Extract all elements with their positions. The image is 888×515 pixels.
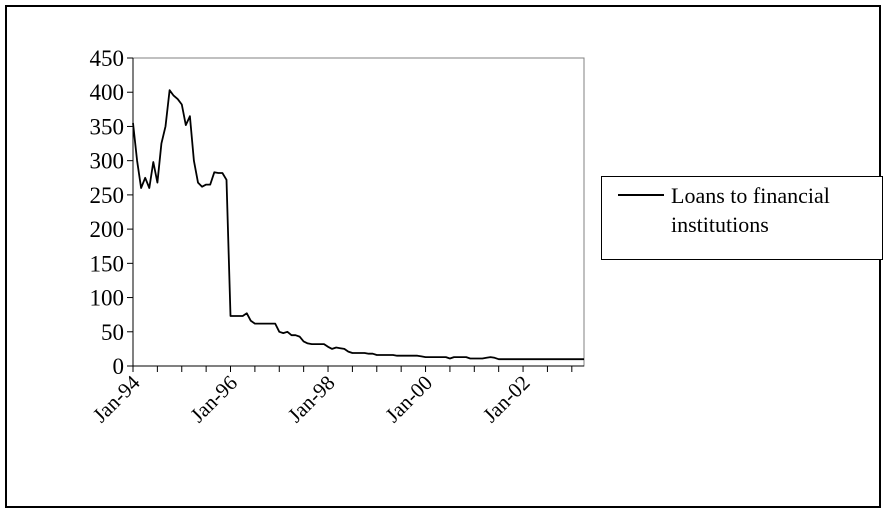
y-tick-label: 200 <box>90 217 125 242</box>
x-tick-label: Jan-00 <box>381 371 438 428</box>
x-tick-label: Jan-98 <box>283 371 340 428</box>
y-tick-label: 250 <box>90 183 125 208</box>
y-tick-label: 450 <box>90 46 125 71</box>
y-tick-label: 400 <box>90 80 125 105</box>
y-tick-label: 50 <box>101 320 124 345</box>
series-line <box>132 89 584 361</box>
y-tick-label: 350 <box>90 114 125 139</box>
plot-area <box>132 57 585 367</box>
y-tick-label: 100 <box>90 286 125 311</box>
y-tick-label: 300 <box>90 149 125 174</box>
x-tick-label: Jan-02 <box>478 371 535 428</box>
legend-label: Loans to financial institutions <box>671 183 830 237</box>
y-tick-label: 150 <box>90 251 125 276</box>
y-tick-label: 0 <box>113 354 125 379</box>
x-tick-label: Jan-96 <box>185 371 242 428</box>
legend: Loans to financial institutions <box>601 176 883 260</box>
legend-line-swatch <box>618 194 664 196</box>
